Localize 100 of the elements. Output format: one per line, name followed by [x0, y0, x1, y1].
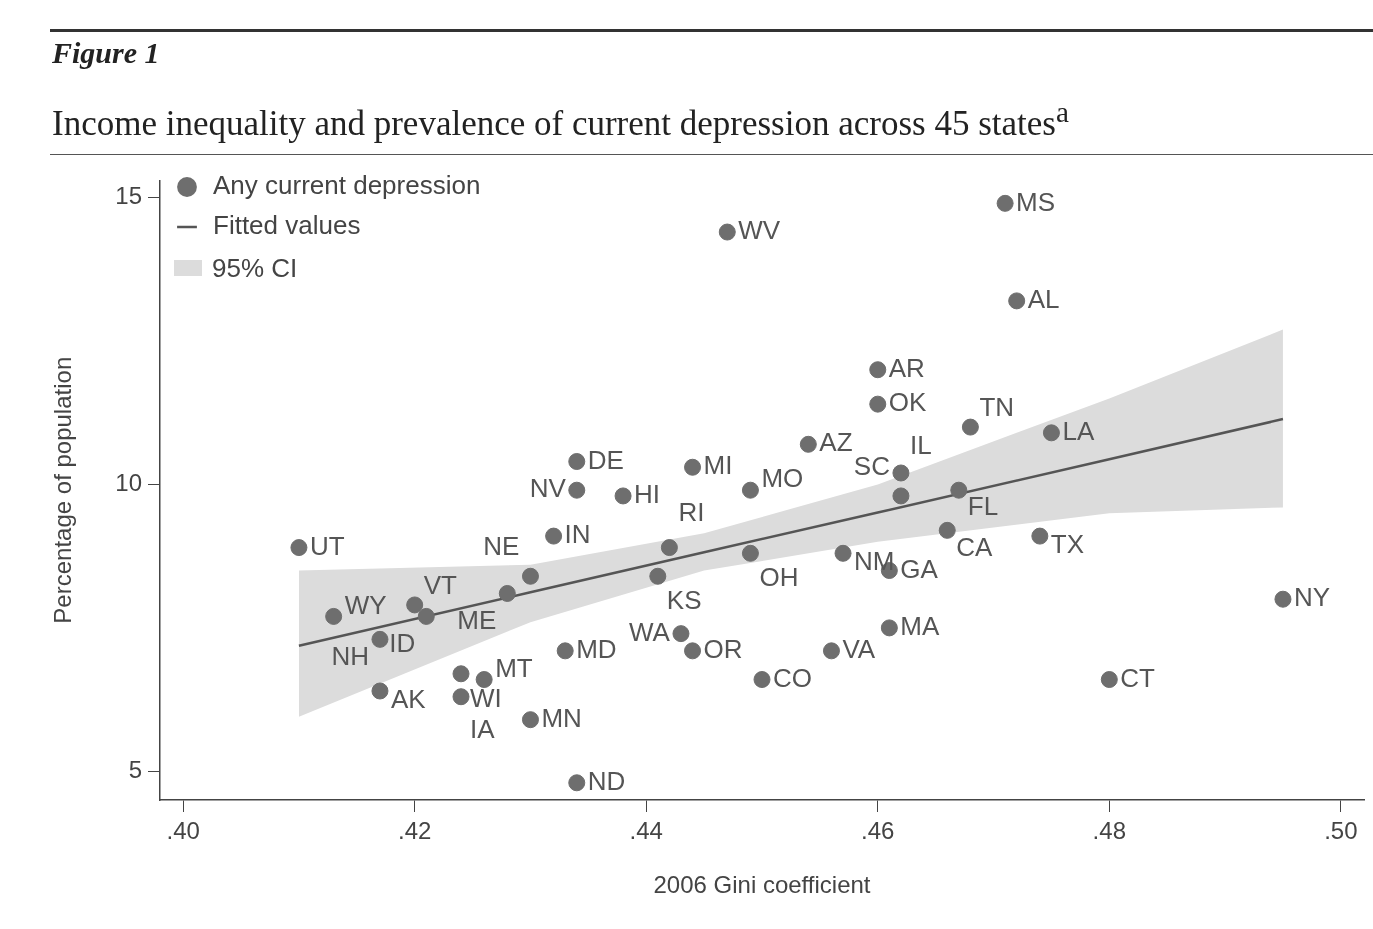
- annotation: MD: [576, 634, 617, 665]
- annotation: IA: [470, 713, 496, 744]
- x-tick-label: .44: [629, 817, 663, 845]
- annotation: ID: [389, 627, 416, 658]
- point: [753, 671, 771, 689]
- annotation: MN: [541, 702, 582, 733]
- annotation: RI: [678, 496, 705, 527]
- point: [684, 642, 702, 660]
- point: [498, 584, 516, 602]
- annotation: TN: [979, 392, 1015, 423]
- point: [649, 567, 667, 585]
- point: [325, 607, 343, 625]
- y-tick-label: 15: [115, 182, 142, 210]
- annotation: IL: [909, 430, 932, 461]
- annotation: 95% CI: [212, 253, 298, 283]
- annotation: NV: [529, 473, 567, 504]
- point: [660, 539, 678, 557]
- x-tick-label: .42: [398, 817, 432, 845]
- annotation: GA: [900, 553, 939, 584]
- point: [452, 665, 470, 683]
- annotation: CT: [1120, 662, 1156, 693]
- annotation: MS: [1016, 186, 1056, 217]
- point: [869, 361, 887, 379]
- point: [1008, 292, 1026, 310]
- annotation: AK: [390, 684, 427, 715]
- y-axis-title: Percentage of population: [49, 356, 77, 624]
- annotation: CO: [773, 662, 812, 693]
- annotation: VT: [423, 570, 458, 601]
- annotation: MI: [703, 450, 733, 481]
- point: [718, 223, 736, 241]
- x-tick-label: .50: [1324, 817, 1358, 845]
- point: [452, 688, 470, 706]
- point: [869, 395, 887, 413]
- annotation: WI: [470, 682, 502, 713]
- point: [568, 481, 586, 499]
- annotation: LA: [1062, 416, 1095, 446]
- point: [950, 481, 968, 499]
- annotation: ND: [587, 765, 626, 796]
- point: [406, 596, 424, 614]
- point: [568, 774, 586, 792]
- annotation: CA: [956, 531, 994, 562]
- point: [475, 671, 493, 689]
- point: [521, 567, 539, 585]
- annotation: NE: [483, 531, 520, 562]
- annotation: WV: [738, 215, 781, 246]
- annotation: ME: [457, 604, 497, 635]
- point: [1100, 671, 1118, 689]
- annotation: WY: [344, 589, 387, 620]
- annotation: OR: [703, 634, 743, 665]
- point: [1031, 527, 1049, 545]
- annotation: UT: [309, 530, 345, 561]
- point: [614, 487, 632, 505]
- annotation: FL: [967, 491, 999, 522]
- annotation: DE: [587, 444, 624, 475]
- point: [961, 418, 979, 436]
- point: [290, 539, 308, 557]
- annotation: WA: [629, 616, 671, 647]
- annotation: KS: [666, 585, 702, 616]
- point: [996, 194, 1014, 212]
- point: [684, 458, 702, 476]
- legend-label: Any current depression: [213, 170, 481, 201]
- annotation: MA: [900, 611, 940, 642]
- annotation: OH: [759, 562, 799, 593]
- y-tick-label: 5: [128, 755, 142, 783]
- annotation: AL: [1027, 284, 1060, 315]
- point: [938, 521, 956, 539]
- chart-title: Figure 1: [52, 36, 160, 70]
- annotation: IN: [564, 519, 591, 550]
- x-axis-title: 2006 Gini coefficient: [653, 871, 871, 899]
- point: [672, 625, 690, 643]
- annotation: TX: [1050, 529, 1085, 560]
- point: [417, 607, 435, 625]
- point: [1042, 424, 1060, 442]
- annotation: OK: [888, 387, 927, 418]
- annotation: SC: [853, 451, 890, 482]
- annotation: AZ: [819, 427, 853, 458]
- annotation: NH: [331, 640, 369, 671]
- point: [521, 711, 539, 729]
- annotation: NM: [854, 546, 895, 577]
- annotation: AR: [888, 352, 925, 383]
- annotation: VA: [842, 634, 876, 665]
- x-tick-label: .46: [861, 817, 895, 845]
- legend-label: Fitted values: [213, 210, 361, 241]
- point: [371, 630, 389, 648]
- point: [741, 544, 759, 562]
- y-tick-label: 10: [115, 469, 142, 497]
- point: [741, 481, 759, 499]
- x-tick-label: .48: [1092, 817, 1126, 845]
- annotation: MT: [495, 652, 533, 683]
- point: [371, 682, 389, 700]
- point: [799, 435, 817, 453]
- point: [834, 544, 852, 562]
- chart-subtitle: Income inequality and prevalence of current depression across 45 states$^{a}$: [52, 96, 1069, 144]
- annotation: MO: [761, 463, 804, 494]
- point: [880, 619, 898, 637]
- point: [822, 642, 840, 660]
- point: [568, 453, 586, 471]
- point: [556, 642, 574, 660]
- x-tick-label: .40: [166, 817, 200, 845]
- annotation: NY: [1293, 582, 1331, 613]
